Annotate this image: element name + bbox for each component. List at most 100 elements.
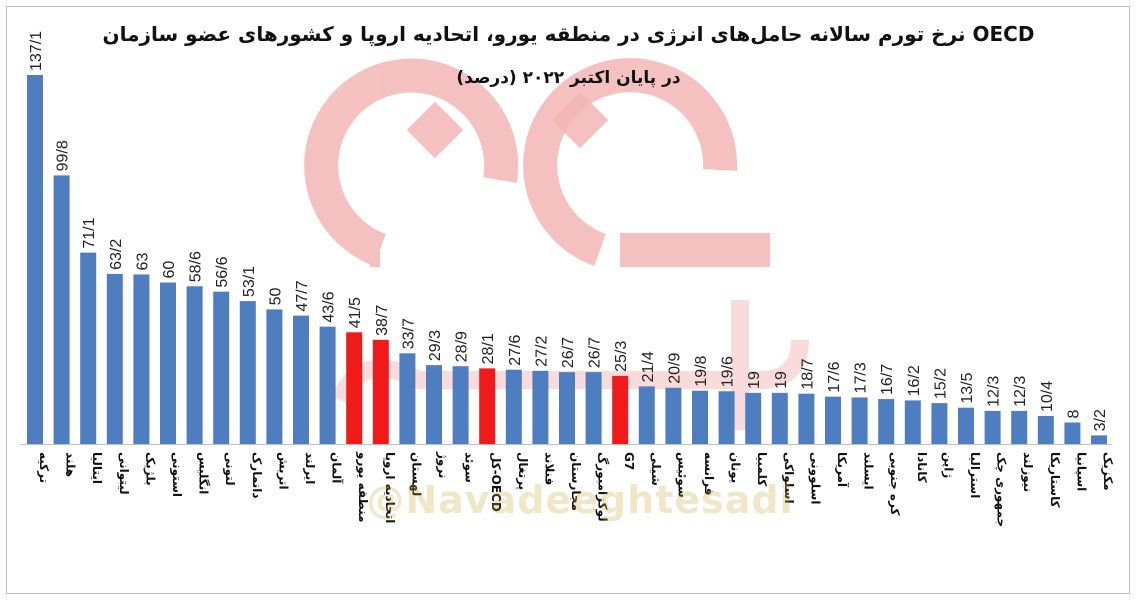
category-label: لوکزامبورگ (595, 452, 611, 522)
bar (372, 339, 389, 444)
category-label: اتریش (276, 452, 290, 490)
bar (266, 309, 283, 444)
bar (825, 396, 841, 444)
value-label: 16/7 (879, 364, 896, 395)
bar (213, 291, 230, 444)
bar (505, 369, 522, 444)
category-label: کل-OECD (489, 452, 503, 512)
bar (559, 372, 575, 444)
value-label: 28/9 (454, 331, 471, 362)
bar (718, 391, 735, 444)
bar (931, 403, 948, 444)
value-label: 16/2 (906, 365, 923, 396)
watermark-handle: @Navadeeghtesadi (366, 478, 794, 522)
category-label: نروژ (435, 451, 450, 478)
value-label: 17/3 (853, 362, 870, 393)
bar (665, 387, 682, 444)
bar (426, 365, 442, 444)
bar (904, 400, 921, 444)
category-label: اسلواکی (781, 452, 796, 504)
category-label: یونان (728, 452, 743, 483)
value-label: 17/6 (826, 361, 843, 392)
value-label: 19/6 (720, 356, 737, 387)
bar (319, 326, 336, 444)
bar (692, 390, 708, 444)
value-label: 56/6 (214, 256, 231, 287)
value-label: 13/5 (959, 372, 976, 403)
category-label: پرتغال (516, 452, 530, 490)
category-label: مکزیک (1101, 452, 1115, 491)
value-label: 38/7 (374, 305, 391, 336)
category-label: سوئیس (674, 452, 689, 498)
bar (585, 372, 602, 444)
category-label: استرالیا (968, 452, 982, 498)
value-label: 43/6 (321, 291, 338, 322)
bar (106, 273, 123, 444)
value-label: 12/3 (986, 376, 1003, 407)
category-label: اتحادیه اروپا (382, 452, 397, 523)
value-label: 137/1 (28, 31, 45, 71)
category-label: اسپانیا (1074, 452, 1088, 491)
value-label: 3/2 (1092, 409, 1109, 431)
value-label: 21/4 (640, 351, 657, 382)
category-label: دانمارک (250, 452, 264, 499)
bar (851, 397, 868, 444)
value-label: 19 (746, 371, 763, 389)
value-label: 99/8 (55, 140, 72, 171)
value-label: 27/6 (507, 334, 524, 365)
bar (612, 375, 629, 444)
value-label: 19 (773, 371, 790, 389)
category-label: بلژیک (143, 452, 157, 486)
category-label: اسلوونی (807, 452, 822, 504)
bar (798, 393, 815, 444)
category-label: کلمبیا (755, 452, 769, 486)
value-label: 41/5 (347, 297, 364, 328)
value-label: 20/9 (666, 353, 683, 384)
category-label: لیتوانی (116, 452, 131, 495)
category-label: نیوزلند (1020, 452, 1035, 492)
bar (53, 175, 70, 445)
value-label: 71/1 (81, 217, 98, 248)
category-label: کره جنوبی (887, 452, 902, 515)
category-label: ترکیه (37, 452, 51, 483)
chart-subtitle: در پایان اکتبر ۲۰۲۲ (درصد) (456, 68, 681, 88)
value-label: 53/1 (241, 266, 258, 297)
value-label: 10/4 (1039, 381, 1056, 412)
category-label: سوئد (462, 452, 477, 483)
value-label: 25/3 (613, 341, 630, 372)
value-label: 26/7 (560, 337, 577, 368)
value-label: 26/7 (587, 337, 604, 368)
category-label: استونی (169, 452, 184, 497)
bar (984, 410, 1001, 444)
category-label: ایسلند (862, 452, 876, 490)
bar (958, 407, 974, 444)
bar (399, 353, 416, 444)
bar (1091, 435, 1107, 444)
value-label: 63 (134, 253, 151, 271)
bar (1011, 410, 1028, 444)
category-label: هلند (64, 452, 78, 477)
bar (532, 370, 549, 444)
bar (346, 332, 363, 444)
chart-title: نرخ تورم سالانه حامل‌های انرژی در منطقه … (102, 22, 1035, 46)
category-label: ژاپن (941, 452, 955, 478)
category-label: منطقه یورو (355, 451, 370, 523)
category-label: آلمان (330, 452, 345, 484)
value-label: 28/1 (480, 333, 497, 364)
category-label: ایتالیا (90, 452, 104, 484)
category-label: ایرلند (303, 452, 317, 484)
category-label: کاستاریکا (1048, 452, 1062, 508)
category-label: لتونی (222, 452, 237, 486)
bar (638, 386, 655, 444)
bar (479, 368, 496, 444)
value-label: 29/3 (427, 330, 444, 361)
bar (771, 392, 788, 444)
category-label: کانادا (915, 452, 929, 483)
category-label: انگلیس (197, 452, 211, 494)
value-label: 33/7 (400, 318, 417, 349)
bar (878, 399, 895, 444)
bar (27, 75, 43, 444)
category-label: شیلی (649, 452, 663, 486)
bar (1037, 416, 1054, 444)
category-label: لهستان (409, 452, 423, 496)
